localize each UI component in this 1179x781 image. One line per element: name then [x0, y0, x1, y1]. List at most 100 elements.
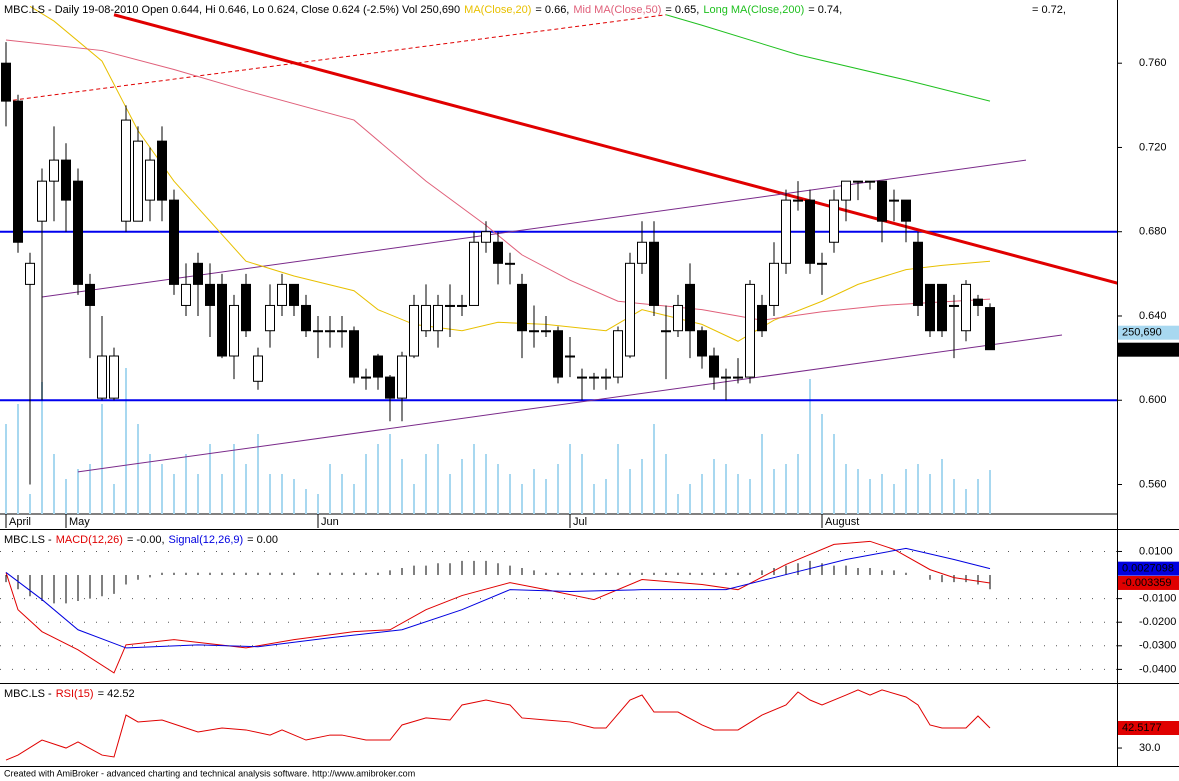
candle-body [745, 283, 755, 378]
candle-body [433, 304, 443, 332]
volume-bar [329, 464, 331, 514]
volume-bar [773, 469, 775, 514]
candle-body [373, 355, 383, 378]
volume-bar [89, 464, 91, 514]
volume-bar [5, 424, 7, 514]
pane-header: MBC.LS - Daily 19-08-2010 Open 0.644, Hi… [4, 4, 842, 16]
candle-body [949, 304, 959, 307]
candle-body [601, 376, 611, 379]
volume-bar [941, 459, 943, 514]
candle-body [733, 376, 743, 379]
candle-body [289, 283, 299, 306]
moving-average [29, 5, 991, 342]
candle-body [301, 304, 311, 332]
y-tick-label: 0.760 [1139, 57, 1167, 69]
candle-body [625, 262, 635, 357]
candle-body [325, 330, 335, 333]
volume-bar [149, 454, 151, 514]
volume-bar [257, 434, 259, 514]
volume-bar [113, 484, 115, 514]
volume-bar [269, 474, 271, 514]
candle-body [517, 283, 527, 332]
volume-bar [809, 379, 811, 514]
trend-line [41, 159, 1027, 298]
candle-body [781, 199, 791, 264]
volume-bar [233, 444, 235, 514]
candle-body [985, 307, 995, 351]
candle-body [697, 330, 707, 357]
volume-bar [365, 454, 367, 514]
footer: Created with AmiBroker - advanced charti… [4, 768, 415, 778]
volume-bar [77, 469, 79, 514]
candle-body [709, 355, 719, 378]
candle-body [901, 199, 911, 222]
header-title: MBC.LS - [4, 688, 52, 700]
legend-name: Mid MA(Close,50) [573, 4, 661, 16]
volume-bar [653, 424, 655, 514]
legend-value: = 42.52 [98, 688, 135, 700]
y-tick-label: 30.0 [1139, 742, 1160, 754]
candle-body [577, 376, 587, 379]
volume-bar [845, 464, 847, 514]
volume-bar [797, 454, 799, 514]
candle-body [973, 298, 983, 306]
y-tick-label: 0.680 [1139, 226, 1167, 238]
candle-body [181, 283, 191, 306]
candle-body [913, 241, 923, 306]
volume-bar [281, 474, 283, 514]
volume-bar [821, 414, 823, 514]
x-tick-label: Jun [321, 516, 339, 528]
candle-body [133, 140, 143, 222]
candle-body [37, 180, 47, 222]
volume-bar [881, 474, 883, 514]
volume-bar [629, 469, 631, 514]
y-tick-label: -0.0300 [1139, 640, 1176, 652]
candle-body [73, 180, 83, 285]
candle-body [349, 330, 359, 378]
x-tick-label: April [9, 516, 31, 528]
volume-bar [341, 474, 343, 514]
header-title: MBC.LS - Daily 19-08-2010 Open 0.644, Hi… [4, 4, 460, 16]
indicator-line [5, 689, 991, 761]
volume-bar [977, 479, 979, 514]
volume-bar [677, 494, 679, 514]
value-badge-label: 42.5177 [1122, 722, 1162, 734]
candle-body [769, 262, 779, 306]
candle-body [277, 283, 287, 306]
legend-value: = 0.65, [665, 4, 699, 16]
volume-bar [857, 469, 859, 514]
volume-bar [869, 479, 871, 514]
candle-body [337, 330, 347, 333]
trend-line [77, 334, 1063, 473]
volume-bar [545, 479, 547, 514]
candle-body [649, 241, 659, 306]
legend-value: = 0.74, [808, 4, 842, 16]
candle-body [145, 159, 155, 201]
volume-bar [209, 444, 211, 514]
candle-body [229, 304, 239, 357]
volume-bar [917, 464, 919, 514]
volume-bar [749, 479, 751, 514]
candle-body [853, 180, 863, 183]
volume-bar [641, 459, 643, 514]
candle-body [925, 283, 935, 332]
candle-body [421, 304, 431, 332]
candle-body [877, 180, 887, 222]
candle-body [889, 199, 899, 202]
candle-body [457, 304, 467, 307]
indicator-plot [5, 540, 991, 674]
candle-body [313, 330, 323, 333]
candle-body [241, 283, 251, 332]
indicator-line [5, 547, 991, 649]
volume-bar [65, 479, 67, 514]
candle-body [409, 304, 419, 357]
volume-bar [41, 382, 43, 514]
volume-bar [737, 474, 739, 514]
volume-bar [461, 459, 463, 514]
pane-header: MBC.LS - MACD(12,26) = -0.00, Signal(12,26,… [4, 534, 278, 546]
moving-average [5, 39, 991, 321]
x-tick-label: Jul [573, 516, 587, 528]
y-tick-label: -0.0200 [1139, 616, 1176, 628]
volume-bar [101, 404, 103, 514]
candle-body [841, 180, 851, 201]
